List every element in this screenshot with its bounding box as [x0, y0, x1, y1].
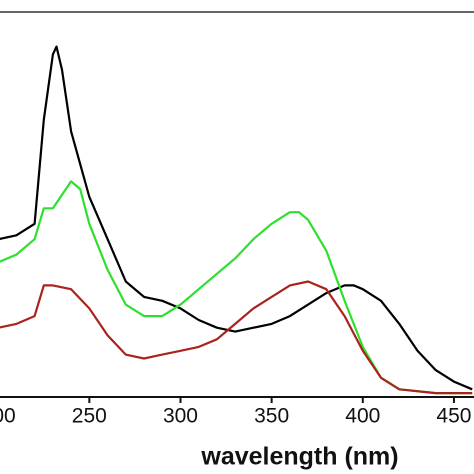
x-tick-label: 400: [345, 405, 380, 428]
x-tick-label: 450: [436, 405, 471, 428]
x-tick-label: 250: [72, 405, 107, 428]
x-tick-label: 300: [163, 405, 198, 428]
series-line: [0, 180, 473, 395]
x-tick-label: 350: [254, 405, 289, 428]
series-line: [0, 45, 473, 391]
x-axis-label: wavelength (nm): [200, 443, 398, 471]
x-tick-label: 200: [0, 405, 16, 428]
series-line: [0, 280, 473, 395]
